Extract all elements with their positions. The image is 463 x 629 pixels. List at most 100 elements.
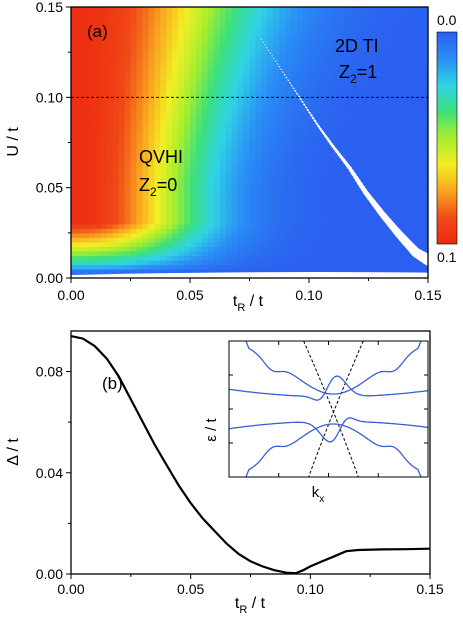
heatmap-cell [368,264,376,270]
heatmap-cell [76,20,84,26]
heatmap-cell [267,124,274,130]
heatmap-cell [362,16,370,22]
heatmap-cell [184,38,191,44]
heatmap-cell [362,160,370,166]
heatmap-cell [88,205,96,211]
heatmap-cell [320,201,328,207]
heatmap-cell [392,201,399,207]
heatmap-cell [332,124,340,130]
heatmap-cell [94,119,102,126]
heatmap-cell [136,70,143,76]
heatmap-cell [100,151,108,157]
heatmap-cell [362,128,370,135]
heatmap-cell [106,47,114,53]
heatmap-cell [362,79,370,85]
heatmap-cell [285,246,292,252]
heatmap-cell [178,137,185,144]
heatmap-cell [178,214,185,220]
heatmap-cell [314,47,322,53]
heatmap-cell [225,183,233,189]
heatmap-cell [231,237,239,243]
heatmap-cell [160,174,167,180]
heatmap-cell [285,210,292,216]
heatmap-cell [398,246,405,252]
heatmap-cell [332,133,340,139]
heatmap-cell [320,142,328,148]
heatmap-cell [297,52,304,58]
heatmap-cell [88,250,96,257]
heatmap-cell [76,169,84,175]
heatmap-cell [279,142,286,148]
heatmap-cell [291,83,298,89]
heatmap-cell [237,219,245,225]
heatmap-cell [71,219,78,225]
heatmap-cell [332,156,340,162]
heatmap-cell [338,246,346,252]
heatmap-cell [404,56,411,62]
heatmap-cell [344,142,352,148]
heatmap-cell [297,133,304,139]
heatmap-cell [213,47,221,53]
heatmap-cell [106,29,114,35]
heatmap-cell [237,169,245,175]
heatmap-cell [356,7,364,13]
heatmap-cell [410,124,417,130]
heatmap-cell [106,128,114,135]
heatmap-cell [350,128,358,135]
heatmap-cell [362,165,370,171]
heatmap-cell [166,169,173,175]
heatmap-cell [297,70,304,76]
heatmap-cell [136,196,143,202]
heatmap-cell [130,65,138,71]
heatmap-cell [320,259,328,266]
heatmap-cell [279,92,286,98]
inset-band-upper-inner [229,375,428,401]
heatmap-cell [344,192,352,198]
heatmap-cell [190,88,197,94]
heatmap-cell [100,246,108,252]
heatmap-cell [142,38,149,44]
heatmap-cell [261,79,268,85]
heatmap-cell [190,38,197,44]
heatmap-cell [190,97,197,103]
heatmap-cell [142,174,149,180]
heatmap-cell [201,11,209,17]
heatmap-cell [285,83,292,89]
heatmap-cell [338,196,346,202]
heatmap-cell [380,11,387,17]
heatmap-cell [106,61,114,67]
heatmap-cell [356,70,364,76]
heatmap-cell [184,43,191,49]
heatmap-cell [374,192,381,198]
heatmap-cell [190,133,197,139]
heatmap-cell [106,223,114,229]
heatmap-cell [326,228,334,234]
heatmap-cell [398,47,405,53]
heatmap-cell [279,20,286,26]
heatmap-cell [94,214,102,220]
heatmap-cell [374,124,381,130]
heatmap-cell [154,156,161,162]
heatmap-cell [136,7,143,13]
heatmap-cell [362,25,370,31]
heatmap-cell [166,246,173,252]
heatmap-cell [184,156,191,162]
heatmap-cell [88,16,96,22]
heatmap-cell [243,70,251,76]
heatmap-cell [124,38,132,44]
heatmap-cell [207,29,215,35]
heatmap-cell [100,259,108,266]
heatmap-cell [184,214,191,220]
heatmap-cell [356,34,364,40]
heatmap-cell [314,156,322,162]
heatmap-cell [410,7,417,13]
heatmap-cell [380,79,387,85]
heatmap-cell [225,201,233,207]
heatmap-cell [320,268,328,275]
heatmap-cell [320,160,328,166]
heatmap-cell [297,268,304,275]
heatmap-cell [106,119,114,126]
heatmap-cell [184,25,191,31]
heatmap-cell [160,214,167,220]
heatmap-cell [124,79,132,85]
